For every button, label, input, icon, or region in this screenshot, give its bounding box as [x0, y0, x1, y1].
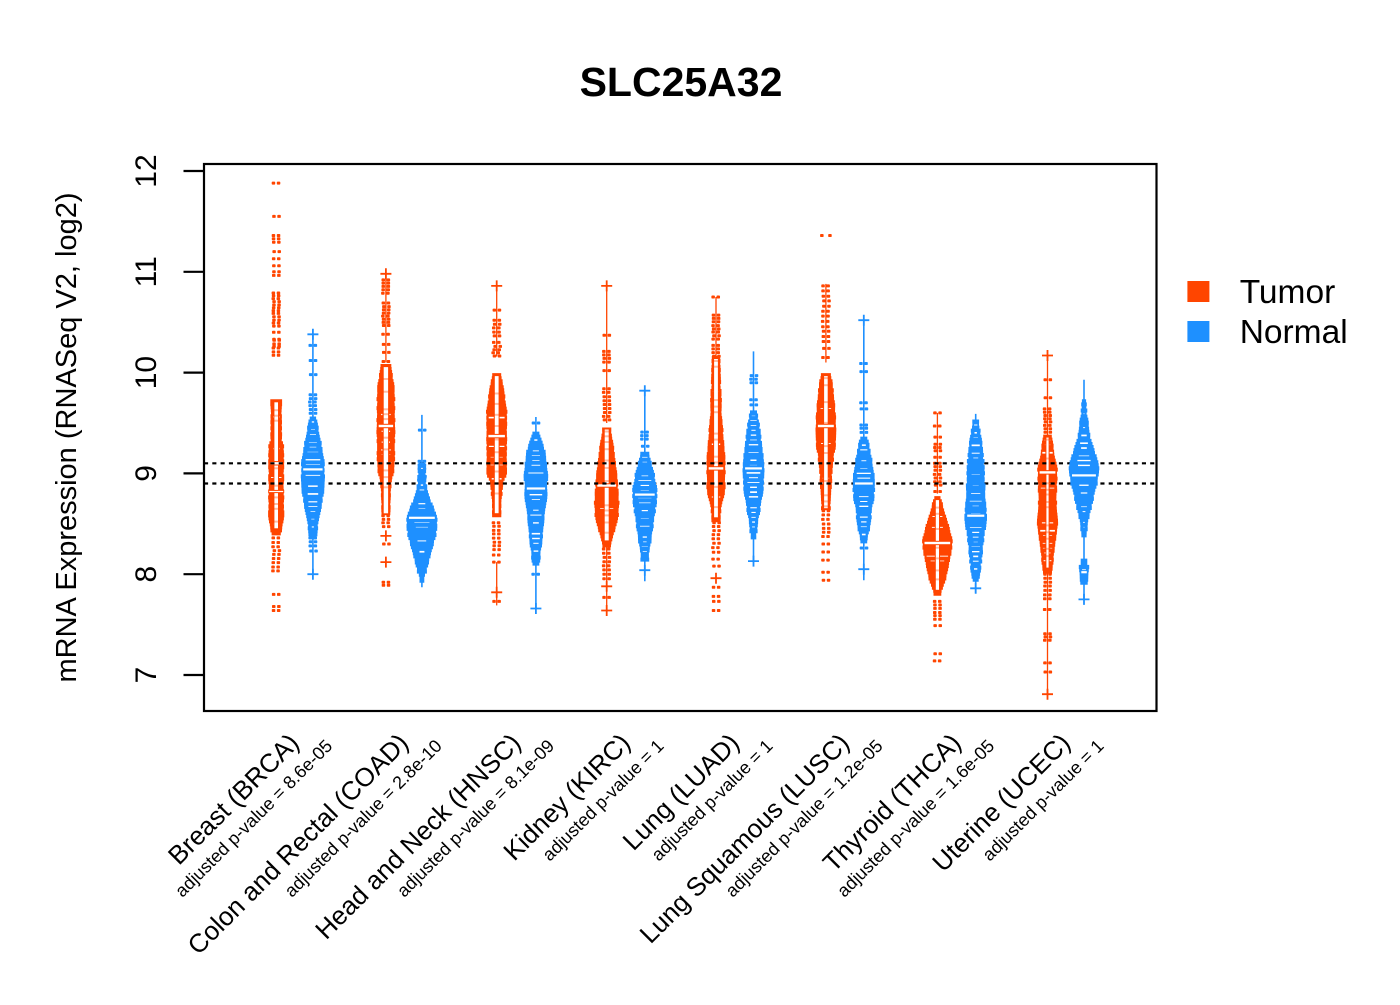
svg-text:12: 12	[130, 154, 163, 187]
svg-text:10: 10	[130, 356, 163, 389]
svg-text:mRNA Expression (RNASeq V2, lo: mRNA Expression (RNASeq V2, log2)	[51, 193, 83, 683]
svg-text:9: 9	[130, 465, 163, 482]
svg-text:7: 7	[130, 667, 163, 684]
svg-text:Tumor: Tumor	[1240, 274, 1336, 311]
svg-text:Normal: Normal	[1240, 314, 1348, 351]
svg-text:11: 11	[130, 256, 163, 287]
svg-text:8: 8	[130, 566, 163, 583]
svg-text:SLC25A32: SLC25A32	[580, 59, 783, 105]
